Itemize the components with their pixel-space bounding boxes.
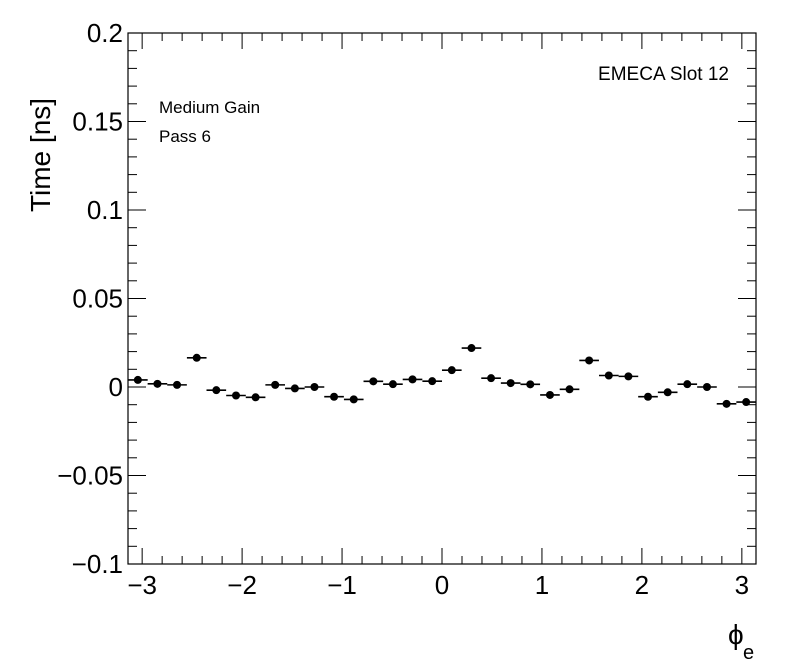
marker [585,356,594,365]
y-axis-title: Time [ns] [25,98,56,212]
marker [624,372,633,381]
marker [506,379,515,388]
data-point [716,399,737,408]
data-point [736,398,756,407]
marker [643,392,652,401]
data-point [206,386,227,395]
data-point [697,383,717,391]
x-tick-label: −1 [327,570,357,600]
y-tick-label: 0 [109,372,123,402]
x-tick-label: −3 [127,570,157,600]
x-tick-label: 1 [535,570,549,600]
marker [153,379,162,388]
y-tick-label: 0.2 [87,18,123,48]
marker [192,353,201,362]
data-point [383,380,403,389]
data-point [520,380,541,389]
data-point [343,395,364,404]
data-point [559,385,580,394]
data-point [324,392,344,401]
data-point [461,344,482,353]
marker [467,344,476,353]
marker [271,380,280,389]
data-point [167,380,187,389]
marker [173,380,182,389]
marker [428,377,437,386]
data-point [540,390,560,399]
marker [290,384,299,393]
data-point [186,353,207,362]
marker [683,380,692,389]
marker [369,377,378,386]
annotation-gain: Medium Gain [159,98,260,117]
marker [702,383,711,391]
marker [545,390,554,399]
data-point [422,377,443,386]
data-point [618,372,639,381]
marker [251,393,260,402]
axis-ticks [128,32,756,565]
data-point [638,392,658,401]
marker [310,383,319,391]
data-point [677,380,698,389]
data-point [147,379,168,388]
data-point [128,375,148,384]
x-axis-title-subscript: e [743,642,754,664]
x-tick-label: 2 [635,570,649,600]
marker [408,375,417,384]
data-point [226,391,246,400]
y-tick-label: −0.1 [72,549,123,579]
x-tick-label: 3 [735,570,749,600]
marker [447,366,456,375]
annotation-slot: EMECA Slot 12 [598,64,729,85]
y-tick-label: 0.15 [72,107,123,137]
data-point [265,380,285,389]
marker [742,398,751,407]
data-point [500,379,521,388]
y-tick-label: −0.05 [57,461,123,491]
marker [565,385,574,394]
marker [133,375,142,384]
marker [388,380,397,389]
axis-tick-labels: −3 −2 −1 0 1 2 3 −0.1 −0.05 0 0.05 0.1 0.15 0.2 [57,18,749,600]
data-point [441,366,462,375]
data-point [599,371,619,380]
marker [330,392,339,401]
marker [212,386,221,395]
marker [604,371,613,380]
marker [663,388,672,397]
data-point [579,356,599,365]
y-tick-label: 0.1 [87,195,123,225]
marker [232,391,241,400]
annotation-pass: Pass 6 [159,127,211,146]
marker [526,380,535,389]
marker [487,374,496,383]
x-tick-label: 0 [435,570,449,600]
data-point [363,377,384,386]
marker [349,395,358,404]
data-point [285,384,305,393]
data-point [304,383,325,391]
data-point [245,393,266,402]
data-point [657,388,678,397]
x-tick-label: −2 [227,570,257,600]
data-points [128,344,756,408]
marker [722,399,731,408]
data-point [402,375,423,384]
x-axis-title: ϕ [728,619,744,650]
y-tick-label: 0.05 [72,284,123,314]
data-point [481,374,501,383]
